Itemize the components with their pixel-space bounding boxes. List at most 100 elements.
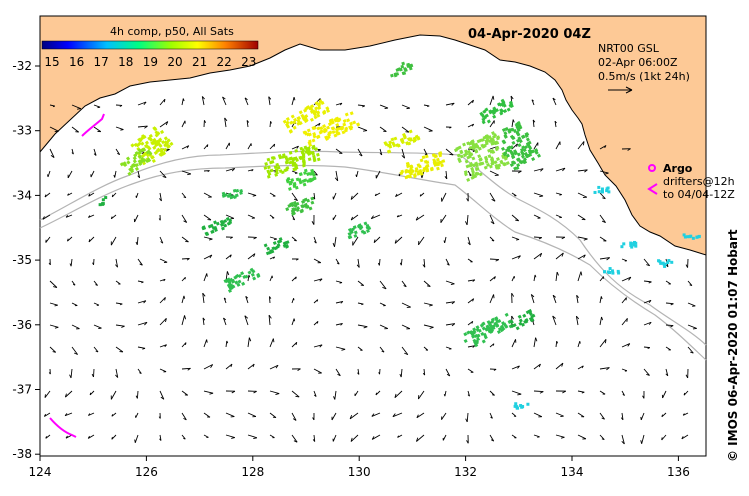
current-arrow xyxy=(115,368,119,378)
current-arrowhead xyxy=(275,364,279,369)
current-arrowhead xyxy=(601,220,606,224)
current-arrow xyxy=(401,148,406,159)
current-arrowhead xyxy=(113,174,116,178)
current-arrow xyxy=(357,148,363,157)
current-arrowhead xyxy=(69,374,72,379)
current-arrowhead xyxy=(692,328,697,330)
current-arrow xyxy=(225,167,235,172)
current-arrow xyxy=(533,390,544,393)
current-arrowhead xyxy=(119,105,123,107)
current-arrow xyxy=(599,296,602,304)
current-arrowhead xyxy=(444,176,448,180)
current-arrowhead xyxy=(91,373,94,378)
current-arrow xyxy=(400,258,403,266)
sst-cyan-pixel xyxy=(521,405,525,409)
current-arrowhead xyxy=(394,239,397,244)
sst-cyan-pixel xyxy=(611,269,615,273)
current-arrowhead xyxy=(336,262,340,265)
current-arrow xyxy=(247,253,256,260)
current-arrowhead xyxy=(202,292,206,297)
current-arrow xyxy=(159,170,167,178)
current-arrowhead xyxy=(690,351,694,354)
current-arrowhead xyxy=(202,317,206,321)
current-arrow xyxy=(181,236,189,243)
current-arrowhead xyxy=(683,392,686,396)
current-arrowhead xyxy=(403,285,407,288)
current-arrow xyxy=(621,297,627,304)
current-arrowhead xyxy=(661,414,663,417)
current-arrow xyxy=(349,412,359,420)
current-arrowhead xyxy=(397,435,400,438)
current-arrowhead xyxy=(443,393,446,397)
current-arrowhead xyxy=(209,254,213,259)
sst-cyan-pixel xyxy=(597,190,601,194)
current-arrowhead xyxy=(465,418,468,423)
current-arrowhead xyxy=(379,152,383,156)
current-arrowhead xyxy=(95,284,98,286)
current-arrowhead xyxy=(516,239,520,241)
current-arrow xyxy=(423,280,431,287)
current-arrow xyxy=(111,214,117,220)
current-arrow xyxy=(401,302,411,308)
current-arrowhead xyxy=(160,241,164,244)
current-arrowhead xyxy=(451,301,455,305)
current-arrow xyxy=(313,368,322,374)
current-arrowhead xyxy=(144,321,148,326)
current-arrow xyxy=(643,299,652,304)
current-arrow xyxy=(350,192,359,200)
current-arrow xyxy=(379,126,387,132)
current-arrowhead xyxy=(315,173,318,176)
current-arrow xyxy=(159,121,169,128)
current-arrowhead xyxy=(143,300,147,304)
current-arrowhead xyxy=(606,367,610,371)
lat-tick-label: -37 xyxy=(12,383,32,397)
current-arrow xyxy=(268,296,271,304)
current-arrow xyxy=(181,258,190,260)
lat-tick-label: -33 xyxy=(12,124,32,138)
current-arrowhead xyxy=(317,149,321,152)
sst-cyan-pixel xyxy=(667,259,671,263)
current-arrow xyxy=(511,236,520,240)
current-arrow xyxy=(555,271,558,282)
current-arrow xyxy=(533,236,542,239)
current-arrowhead xyxy=(600,296,603,300)
current-arrow xyxy=(181,390,189,396)
current-arrowhead xyxy=(472,345,476,348)
current-arrow xyxy=(577,390,585,393)
current-arrowhead xyxy=(135,395,138,399)
current-arrowhead xyxy=(253,253,256,258)
current-arrow xyxy=(599,390,606,395)
current-arrow xyxy=(467,368,474,373)
current-arrow xyxy=(335,102,343,106)
current-arrowhead xyxy=(110,216,113,219)
current-arrow xyxy=(203,214,212,221)
current-arrowhead xyxy=(350,216,353,221)
current-arrowhead xyxy=(50,155,55,158)
current-arrowhead xyxy=(186,145,190,149)
current-arrow xyxy=(225,214,235,219)
current-arrowhead xyxy=(491,198,496,202)
current-arrow xyxy=(313,192,316,200)
current-arrow xyxy=(87,434,95,439)
current-arrow xyxy=(269,121,272,128)
current-arrow xyxy=(373,236,381,243)
current-arrowhead xyxy=(494,276,496,280)
current-arrow xyxy=(269,236,277,240)
current-arrowhead xyxy=(427,105,430,108)
current-arrow xyxy=(442,434,447,441)
sst-cyan-pixel xyxy=(691,236,695,240)
sst-patch xyxy=(479,98,514,125)
current-arrow xyxy=(181,145,189,150)
sst-cyan-pixel xyxy=(600,190,604,194)
current-arrow xyxy=(225,434,235,439)
current-arrowhead xyxy=(562,167,566,172)
current-arrow xyxy=(445,280,455,285)
current-arrow xyxy=(489,170,499,176)
current-arrowhead xyxy=(340,301,344,304)
current-arrowhead xyxy=(449,126,452,129)
current-arrow xyxy=(533,192,544,197)
current-arrowhead xyxy=(363,326,368,329)
current-arrowhead xyxy=(401,155,405,159)
current-arrow xyxy=(225,340,228,348)
current-arrowhead xyxy=(446,263,450,266)
